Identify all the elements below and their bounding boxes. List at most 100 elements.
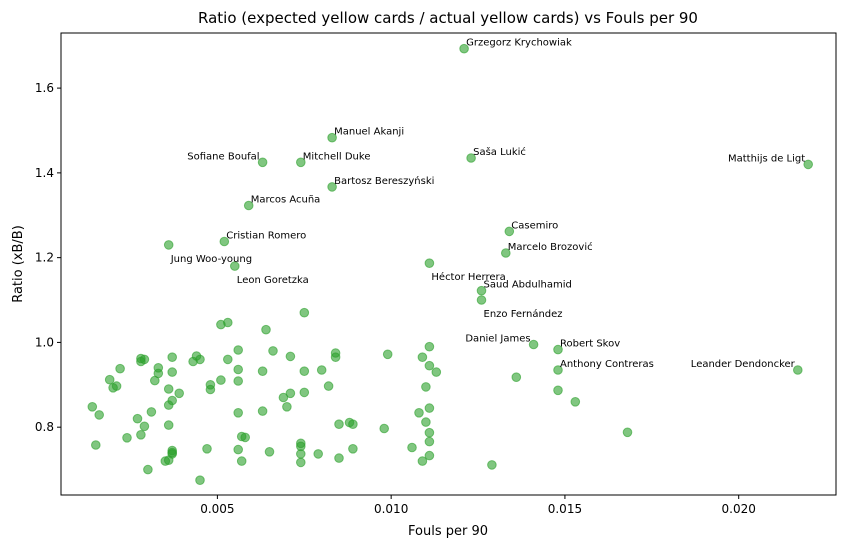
- data-point: [163, 384, 174, 394]
- point-annotation-label: Héctor Herrera: [431, 271, 505, 283]
- data-point: [146, 407, 157, 417]
- data-point: [296, 457, 306, 468]
- data-point: [424, 341, 435, 352]
- point-annotation-label: Cristian Romero: [226, 231, 306, 242]
- y-tick-label: 1.6: [35, 81, 54, 95]
- point-annotation-label: Manuel Akanji: [334, 127, 404, 138]
- data-point: [459, 43, 469, 54]
- data-point: [348, 444, 358, 454]
- data-point: [257, 366, 268, 377]
- data-point: [261, 324, 271, 335]
- data-point: [334, 453, 344, 463]
- data-point: [476, 285, 487, 296]
- data-point: [236, 456, 247, 466]
- data-point: [139, 421, 150, 432]
- data-point: [382, 349, 393, 360]
- points-layer: [87, 43, 814, 486]
- y-axis: 0.8 1.0 1.2 1.4 1.6: [35, 81, 61, 434]
- y-axis-title: Ratio (xB/B): [11, 225, 26, 303]
- x-tick-label: 0.020: [722, 502, 756, 516]
- data-point: [233, 364, 243, 375]
- x-tick-label: 0.015: [548, 502, 582, 516]
- point-annotation-label: Casemiro: [511, 220, 558, 231]
- point-annotation-label: Enzo Fernández: [484, 308, 563, 320]
- data-point: [132, 413, 143, 424]
- data-point: [108, 383, 118, 393]
- data-point: [202, 444, 212, 454]
- y-tick-label: 1.4: [35, 166, 54, 180]
- data-point: [334, 419, 344, 430]
- data-point: [115, 363, 125, 374]
- data-point: [421, 417, 431, 427]
- x-tick-label: 0.005: [200, 502, 234, 516]
- data-point: [240, 432, 250, 443]
- data-point: [285, 351, 296, 362]
- data-point: [233, 444, 243, 455]
- data-point: [803, 159, 814, 170]
- data-point: [504, 226, 515, 237]
- data-point: [285, 388, 296, 399]
- data-point: [243, 200, 254, 211]
- data-point: [230, 261, 240, 271]
- data-point: [233, 408, 243, 418]
- point-annotation-label: Daniel James: [465, 334, 530, 345]
- data-point: [424, 436, 435, 447]
- data-point: [104, 374, 115, 385]
- data-point: [163, 420, 174, 430]
- data-point: [257, 157, 268, 168]
- point-annotation-label: Leander Dendoncker: [691, 359, 796, 370]
- data-point: [327, 182, 337, 192]
- data-point: [233, 345, 243, 355]
- point-annotation-label: Grzegorz Krychowiak: [466, 38, 572, 49]
- chart-title: Ratio (expected yellow cards / actual ye…: [198, 9, 698, 27]
- data-point: [167, 352, 177, 363]
- y-tick-label: 1.2: [35, 251, 54, 265]
- data-point: [424, 403, 435, 413]
- data-point: [299, 307, 310, 318]
- data-point: [91, 440, 101, 450]
- data-point: [219, 236, 230, 247]
- data-point: [299, 387, 310, 398]
- data-point: [424, 427, 435, 438]
- plot-area-frame: [60, 32, 837, 496]
- data-point: [150, 375, 160, 386]
- data-point: [487, 460, 497, 470]
- data-point: [94, 410, 104, 420]
- annotations-layer: Grzegorz Krychowiak Manuel Akanji Saša Luk…: [170, 38, 806, 370]
- data-point: [174, 388, 184, 399]
- data-point: [264, 447, 275, 457]
- data-point: [424, 258, 435, 269]
- point-annotation-label: Saud Abdulhamid: [484, 280, 572, 291]
- data-point: [553, 365, 563, 375]
- data-point: [143, 464, 153, 475]
- data-point: [299, 366, 310, 377]
- x-axis-title: Fouls per 90: [408, 524, 488, 539]
- data-point: [330, 352, 341, 363]
- point-annotation-label: Matthijs de Ligt: [728, 153, 805, 164]
- data-point: [163, 455, 174, 466]
- data-point: [431, 367, 442, 377]
- data-point: [136, 430, 146, 440]
- y-tick-label: 0.8: [35, 420, 54, 434]
- data-point: [327, 132, 337, 143]
- data-point: [417, 456, 428, 466]
- data-point: [466, 153, 476, 163]
- data-point: [223, 354, 233, 365]
- data-point: [528, 339, 539, 350]
- data-point: [205, 384, 216, 395]
- data-point: [501, 248, 511, 258]
- data-point: [424, 360, 435, 371]
- data-point: [407, 442, 417, 453]
- data-point: [268, 346, 278, 356]
- point-annotation-label: Leon Goretzka: [237, 275, 309, 286]
- data-point: [348, 419, 358, 430]
- data-point: [421, 382, 431, 392]
- data-point: [553, 385, 563, 396]
- point-annotation-label: Anthony Contreras: [560, 359, 654, 370]
- data-point: [424, 450, 435, 461]
- data-point: [414, 408, 424, 418]
- data-point: [233, 376, 243, 386]
- data-point: [163, 400, 174, 410]
